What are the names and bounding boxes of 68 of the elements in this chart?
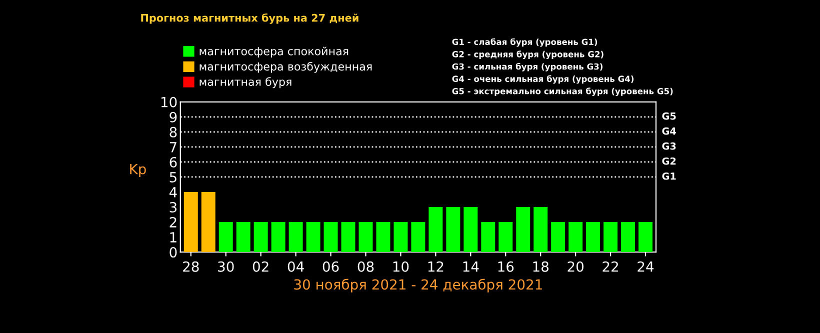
legend-label: магнитосфера возбужденная [200, 62, 372, 73]
x-tick-label: 14 [463, 262, 479, 272]
text: G5 - экстремально сильная буря (уровень G5) [452, 88, 673, 96]
bar [551, 222, 566, 252]
bar [341, 222, 356, 252]
bar [358, 222, 373, 252]
bar [218, 222, 233, 252]
bar [638, 222, 653, 252]
legend-label: магнитосфера спокойная [200, 46, 348, 58]
x-tick-label: 28 [183, 261, 199, 272]
y-tick-label: 0 [170, 247, 177, 258]
bar [428, 207, 443, 252]
bar [446, 207, 460, 252]
bar [481, 222, 496, 252]
x-axis-title: 30 ноября 2021 - 24 декабря 2021 [294, 278, 542, 292]
bar [201, 192, 216, 252]
x-tick-label: 12 [428, 261, 444, 272]
ref-line-label: G2 [662, 157, 676, 165]
y-tick-label: 10 [161, 96, 177, 108]
y-tick-label: 6 [170, 156, 177, 168]
text: G4 - очень сильная буря (уровень G4) [452, 75, 634, 84]
ref-line-label: G4 [662, 127, 676, 135]
y-tick-label: 8 [170, 126, 177, 138]
bar [288, 222, 303, 252]
x-tick-label: 02 [252, 261, 268, 272]
bar [306, 222, 320, 252]
x-tick-label: 24 [638, 261, 654, 272]
bar [184, 192, 198, 252]
y-tick-label: 4 [169, 187, 177, 198]
ref-line-label: G5 [662, 112, 676, 120]
bar [516, 207, 530, 252]
text: G1 - слабая буря (уровень G1) [452, 38, 598, 47]
ref-line-label: G1 [662, 172, 676, 180]
legend-label: магнитная буря [200, 77, 292, 88]
bar [236, 222, 250, 252]
bar [621, 222, 636, 252]
bar [376, 222, 390, 252]
bar [534, 207, 548, 252]
x-tick-label: 08 [358, 261, 374, 272]
y-tick-label: 9 [170, 112, 177, 122]
y-tick-label: 7 [170, 142, 176, 152]
bar [586, 222, 600, 252]
x-tick-label: 04 [288, 261, 304, 272]
bar [604, 222, 618, 252]
y-tick-label: 5 [170, 172, 176, 182]
bar [498, 222, 513, 252]
bar [568, 222, 583, 252]
bar [394, 222, 408, 252]
x-tick-label: 20 [568, 261, 584, 272]
text: G2 - средняя буря (уровень G2) [452, 50, 604, 60]
bar [324, 222, 338, 252]
y-tick-label: 1 [170, 232, 176, 242]
ref-line-label: G3 [662, 142, 676, 150]
y-tick-label: 3 [170, 202, 177, 212]
x-tick-label: 30 [218, 261, 234, 272]
text: G3 - сильная буря (уровень G3) [452, 62, 602, 72]
y-axis-title: Kp [130, 164, 146, 177]
x-tick-label: 16 [498, 261, 514, 272]
chart-title: Прогноз магнитных бурь на 27 дней [141, 13, 358, 24]
y-tick-label: 2 [170, 217, 176, 228]
x-tick-label: 22 [602, 261, 618, 272]
x-tick-label: 18 [533, 261, 548, 272]
x-tick-label: 10 [393, 261, 409, 272]
bar [271, 222, 286, 252]
bar [254, 222, 268, 252]
bar [411, 222, 426, 252]
bar [464, 207, 478, 252]
x-tick-label: 06 [322, 261, 339, 272]
